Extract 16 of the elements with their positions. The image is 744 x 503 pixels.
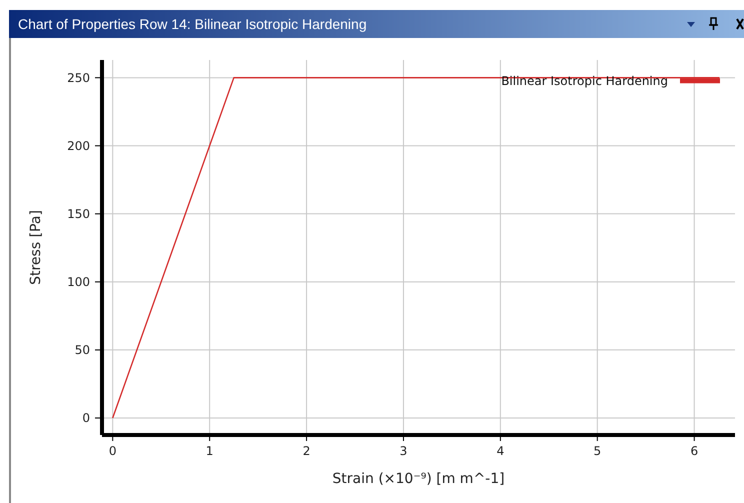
x-tick-label: 0: [108, 444, 116, 458]
y-tick-label: 250: [67, 70, 90, 85]
y-tick-label: 150: [67, 207, 90, 222]
x-tick-label: 1: [206, 444, 214, 458]
y-tick-label: 50: [74, 343, 90, 358]
y-tick-label: 200: [67, 138, 90, 153]
x-tick-label: 3: [400, 444, 408, 458]
x-tick-label: 4: [496, 444, 504, 458]
chart-title: Chart of Properties Row 14: Bilinear Isotropic Hardening: [18, 16, 367, 32]
y-tick-label: 0: [82, 411, 90, 426]
x-axis-title: Strain (×10⁻⁹) [m m^-1]: [332, 471, 505, 487]
x-tick-label: 6: [690, 444, 698, 458]
x-tick-label: 2: [302, 444, 310, 458]
x-tick-label: 5: [594, 444, 602, 458]
y-axis-title: Stress [Pa]: [28, 210, 44, 285]
y-tick-label: 100: [67, 275, 90, 290]
